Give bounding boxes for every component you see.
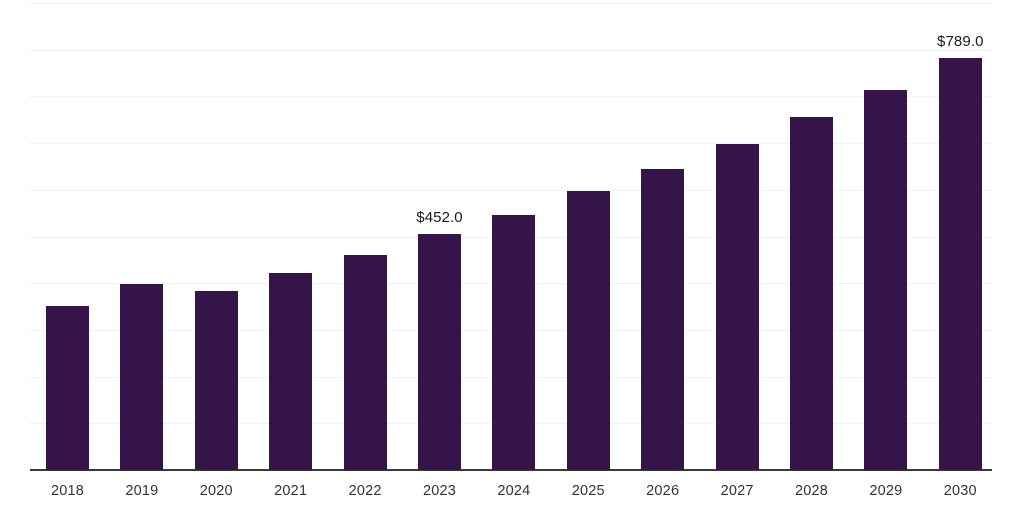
bar-2023[interactable]: [418, 234, 461, 470]
bar-2019[interactable]: [120, 284, 164, 470]
gridline: [30, 189, 992, 191]
x-tick-label-2029: 2029: [869, 483, 903, 499]
data-label-2023: $452.0: [416, 209, 463, 226]
bar-2022[interactable]: [343, 255, 387, 470]
x-tick-label-2030: 2030: [943, 483, 977, 499]
x-axis-line: [30, 469, 992, 471]
x-tick-label-2018: 2018: [50, 483, 85, 499]
bars-layer: [46, 58, 982, 470]
gridline: [30, 3, 992, 4]
x-tick-label-2026: 2026: [646, 483, 680, 499]
bar-2030[interactable]: [938, 58, 982, 470]
x-tick-label-2019: 2019: [125, 483, 159, 499]
x-tick-label-2024: 2024: [497, 483, 531, 499]
data-label-2030: $789.0: [937, 33, 984, 50]
gridline: [30, 96, 992, 98]
bar-2025[interactable]: [566, 191, 610, 470]
x-tick-label-2027: 2027: [720, 483, 754, 499]
x-tick-label-2025: 2025: [571, 483, 605, 499]
x-axis-tick-labels: 2018 2019 2020 2021 2022 2023 2024 2025 2026 2027…: [0, 483, 1024, 508]
bar-2028[interactable]: [790, 117, 833, 470]
bar-2018[interactable]: [46, 306, 89, 470]
bar-2024[interactable]: [492, 215, 536, 470]
gridline: [30, 143, 992, 145]
bar-2026[interactable]: [641, 169, 685, 470]
x-tick-label-2028: 2028: [794, 483, 829, 499]
bar-2029[interactable]: [864, 90, 908, 470]
x-tick-label-2020: 2020: [199, 483, 233, 499]
bar-2027[interactable]: [715, 144, 759, 470]
bar-2021[interactable]: [269, 273, 313, 470]
gridline: [30, 49, 992, 51]
x-tick-label-2023: 2023: [422, 483, 457, 499]
x-tick-label-2022: 2022: [348, 483, 382, 499]
x-tick-label-2021: 2021: [274, 483, 308, 499]
bar-2020[interactable]: [194, 291, 238, 470]
